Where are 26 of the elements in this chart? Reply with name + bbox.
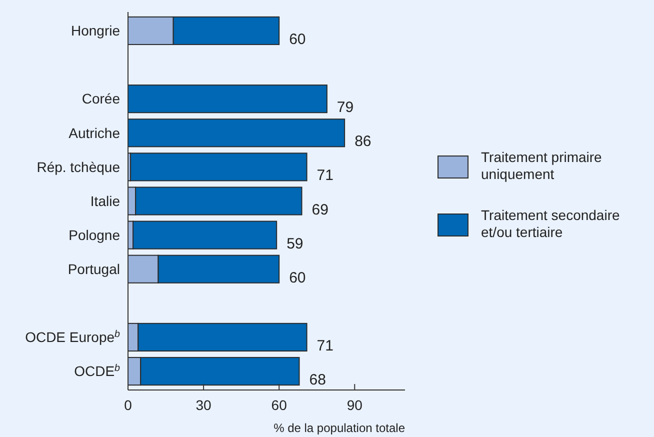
- y-tick-label: OCDE Europe$^{b}$: [25, 328, 121, 346]
- y-tick-label: Italie: [90, 192, 120, 209]
- total-label: 86: [354, 133, 372, 150]
- total-label: 68: [309, 372, 326, 389]
- legend-label: Traitement secondaire et/ou tertiaire: [481, 207, 620, 240]
- total-label: 60: [289, 269, 306, 286]
- y-tick-label: Pologne: [68, 226, 120, 243]
- legend-label: Traitement primaire uniquement: [481, 149, 602, 182]
- x-tick-label: 0: [124, 397, 132, 413]
- total-label: 60: [289, 30, 306, 48]
- y-tick-label: OCDE$^{b}$: [74, 362, 121, 380]
- y-tick-label: Hongrie: [70, 22, 120, 39]
- total-label: 79: [336, 99, 354, 116]
- total-label: 59: [286, 235, 304, 252]
- x-axis-title: % de la population totale: [274, 421, 406, 435]
- x-tick-label: 30: [196, 397, 212, 413]
- bar: [132, 220, 278, 250]
- x-tick-label: 60: [271, 397, 288, 413]
- y-tick-label: Corée: [82, 90, 120, 107]
- x-tick-label: 90: [346, 397, 363, 413]
- total-label: 71: [316, 337, 334, 354]
- y-tick-label: Rép. tchèque: [36, 158, 120, 175]
- total-label: 69: [312, 201, 328, 218]
- total-label: 71: [316, 167, 334, 184]
- y-tick-label: Portugal: [68, 261, 120, 278]
- y-tick-label: Autriche: [68, 124, 120, 141]
